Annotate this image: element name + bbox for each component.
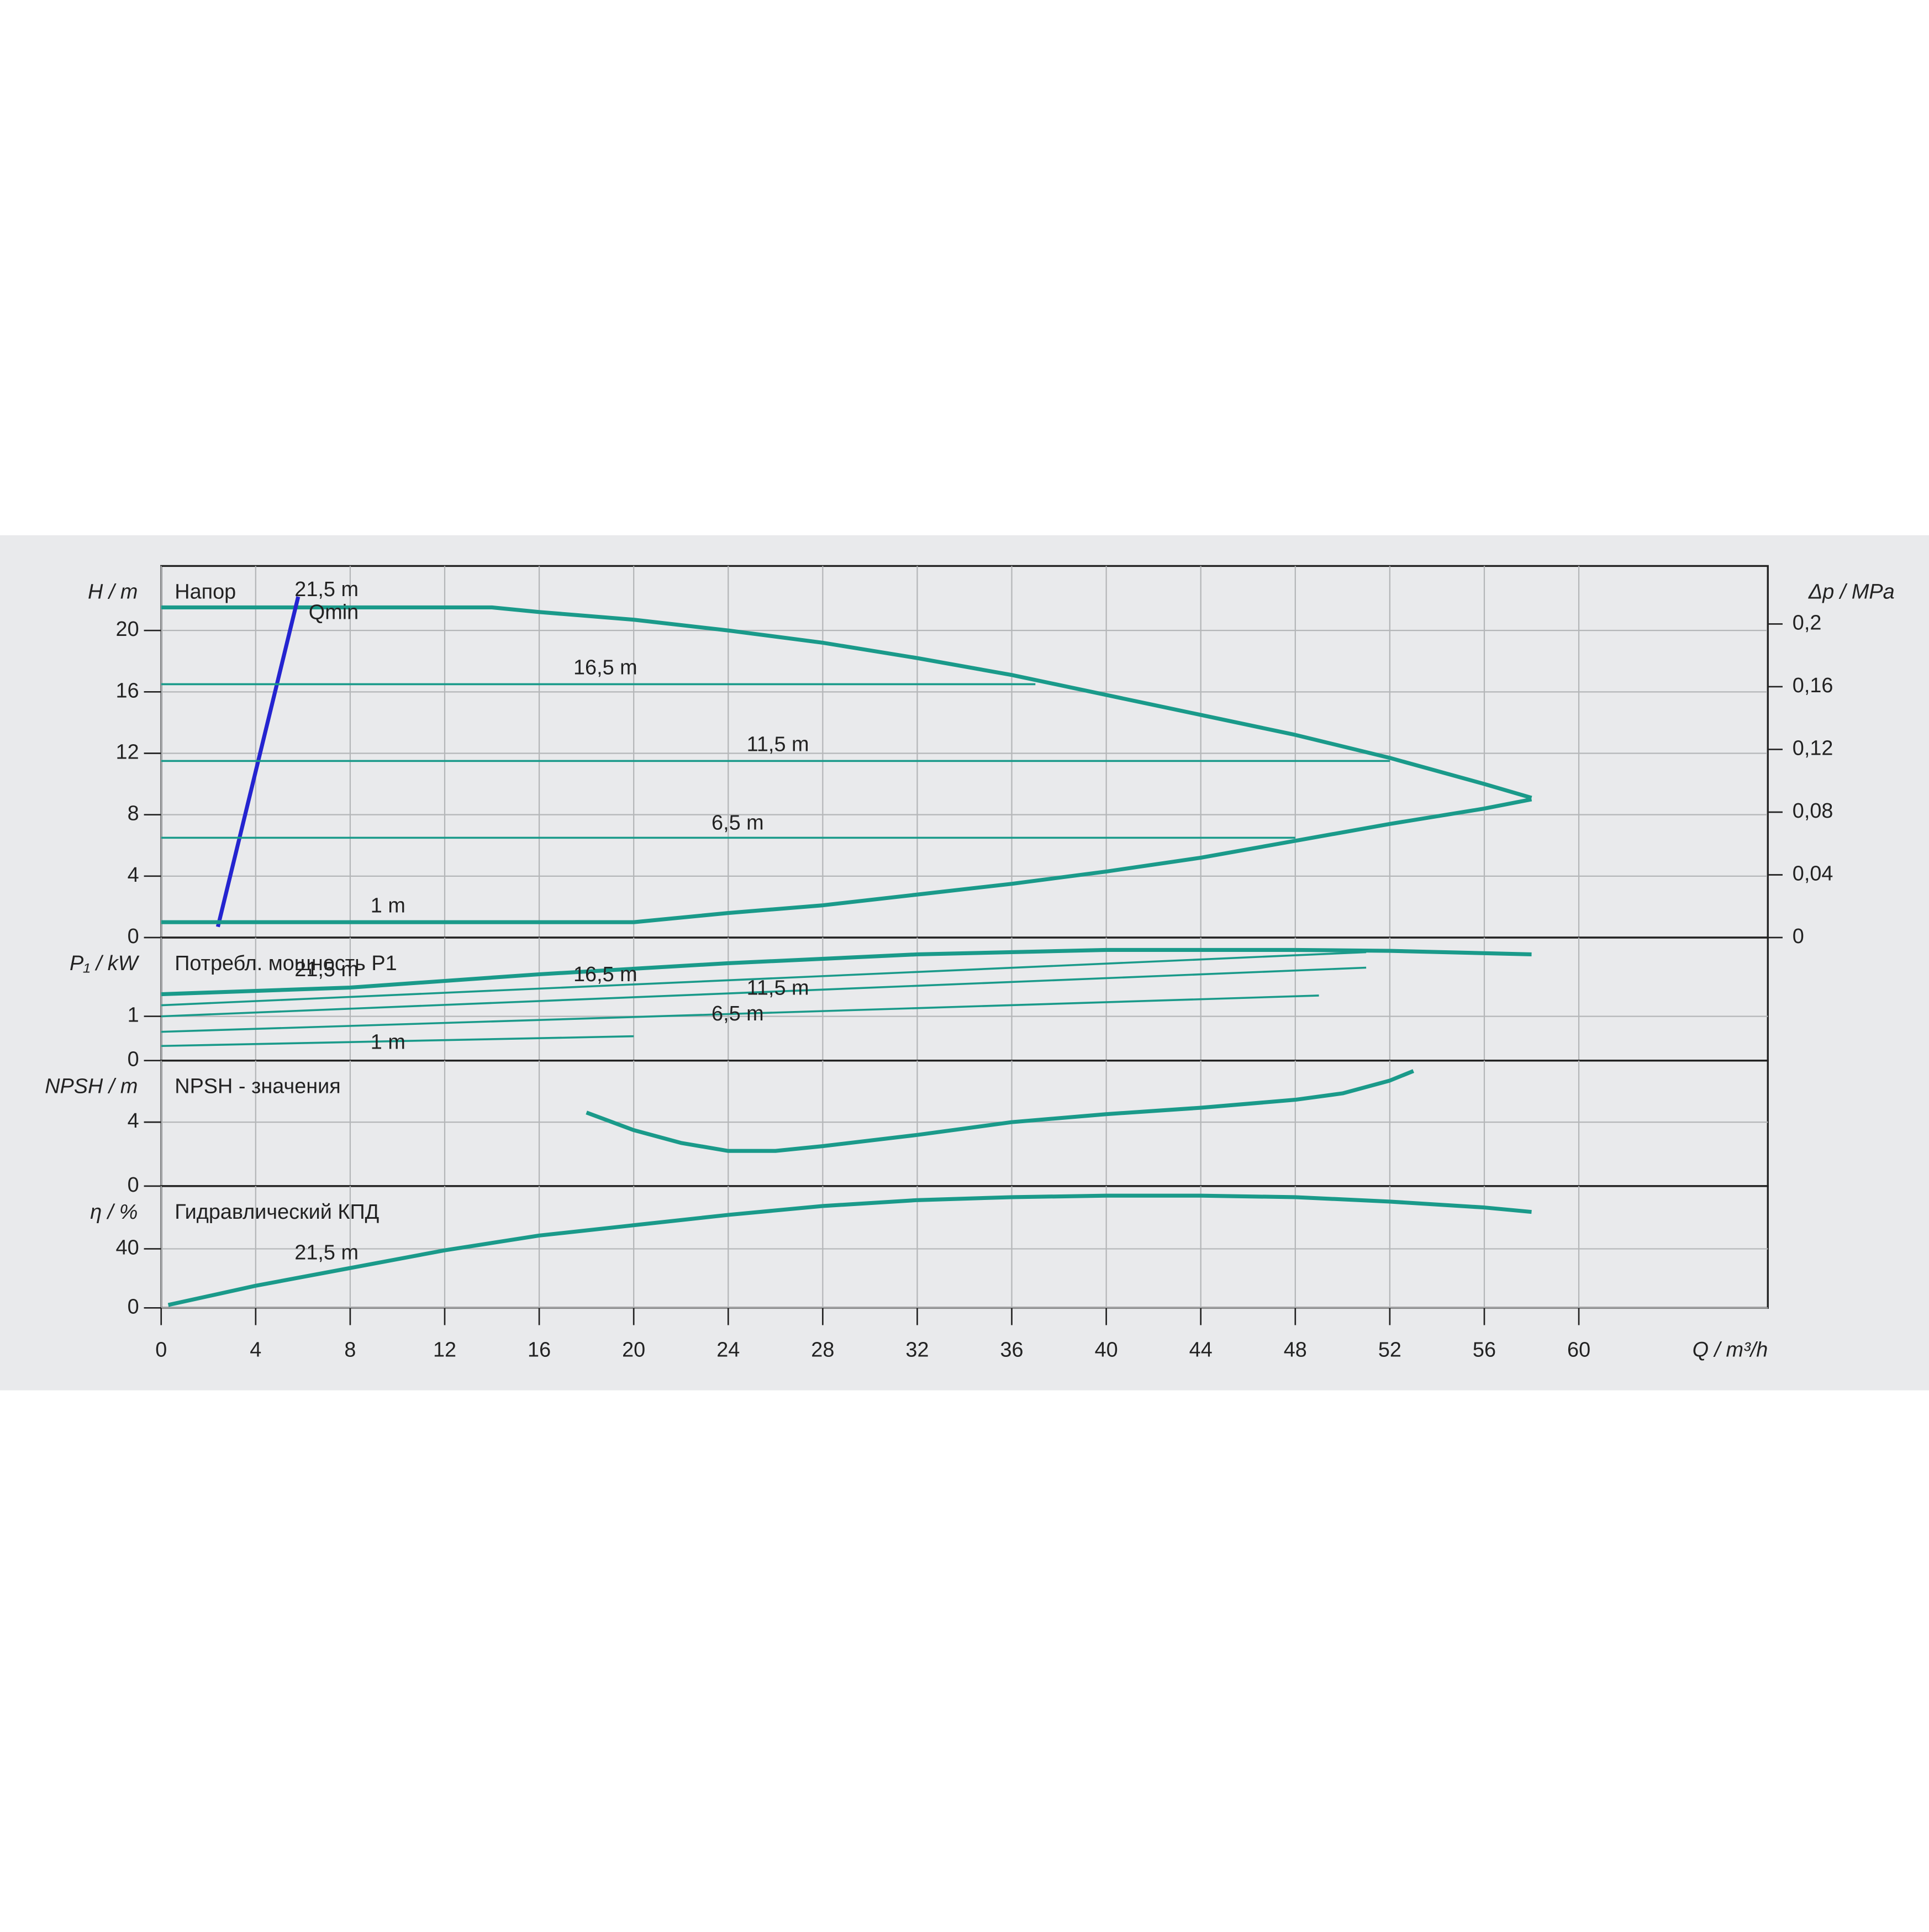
y-tick-label: 4 — [128, 1109, 139, 1133]
y-tick-label: 0 — [128, 1295, 139, 1318]
x-tick-label: 36 — [1000, 1338, 1023, 1361]
y-tick-label: 40 — [116, 1236, 139, 1259]
curve — [161, 605, 1532, 800]
curve — [161, 947, 1532, 997]
y-tick-label: 12 — [116, 741, 139, 764]
y2-tick-label: 0,16 — [1793, 674, 1833, 697]
curve — [161, 966, 1367, 1018]
y-tick-label: 0 — [128, 1173, 139, 1197]
curve-label: 16,5 m — [573, 963, 637, 986]
x-tick-label: 4 — [250, 1338, 261, 1361]
curve-label: 11,5 m — [747, 733, 809, 756]
curve — [161, 1035, 634, 1047]
x-tick-label: 16 — [528, 1338, 551, 1361]
y-tick-label: 20 — [116, 618, 139, 641]
y-tick-label: 4 — [128, 864, 139, 887]
y2-axis-label: Δp / MPa — [1808, 580, 1895, 603]
curve-label: Qmin — [309, 601, 359, 624]
curve-label: 21,5 m — [294, 1241, 359, 1264]
y2-tick-label: 0 — [1793, 925, 1804, 948]
y-axis-label: H / m — [88, 580, 138, 603]
y2-tick-label: 0,08 — [1793, 799, 1833, 823]
curve-label: 16,5 m — [573, 656, 637, 680]
panel-title: Напор — [175, 580, 236, 603]
y-tick-label: 16 — [116, 679, 139, 702]
panel-title: NPSH - значения — [175, 1075, 341, 1098]
curve-label: 6,5 m — [711, 1002, 764, 1025]
x-tick-label: 12 — [433, 1338, 456, 1361]
y-tick-label: 0 — [128, 925, 139, 948]
curve-label: 21,5 m — [294, 578, 359, 601]
x-tick-label: 44 — [1189, 1338, 1213, 1361]
x-tick-label: 8 — [344, 1338, 356, 1361]
y2-tick-label: 0,2 — [1793, 611, 1822, 634]
curve-label: 21,5 m — [294, 958, 359, 981]
x-tick-label: 40 — [1095, 1338, 1118, 1361]
x-tick-label: 60 — [1567, 1338, 1590, 1361]
curve — [161, 994, 1319, 1033]
y-tick-label: 0 — [128, 1048, 139, 1071]
panel-title: Гидравлический КПД — [175, 1201, 379, 1224]
panel-title: Потребл. мощность P1 — [175, 952, 397, 975]
background-band — [0, 535, 1929, 1391]
curve-label: 1 m — [371, 1030, 405, 1054]
y-tick-label: 8 — [128, 802, 139, 825]
curve-label: 11,5 m — [747, 977, 809, 1000]
x-tick-label: 0 — [155, 1338, 167, 1361]
curve — [161, 951, 1367, 1007]
y2-tick-label: 0,04 — [1793, 862, 1833, 885]
y-tick-label: 1 — [128, 1004, 139, 1027]
x-tick-label: 20 — [622, 1338, 645, 1361]
curve-label: 6,5 m — [711, 811, 764, 834]
x-tick-label: 24 — [716, 1338, 740, 1361]
curve-label: 1 m — [371, 894, 405, 917]
x-tick-label: 56 — [1473, 1338, 1496, 1361]
y2-tick-label: 0,12 — [1793, 736, 1833, 760]
curve — [161, 797, 1532, 924]
x-tick-label: 48 — [1284, 1338, 1307, 1361]
x-tick-label: 28 — [811, 1338, 834, 1361]
y-axis-label: NPSH / m — [45, 1075, 138, 1098]
y-axis-label: P₁ / kW — [70, 952, 140, 975]
y-axis-label: η / % — [90, 1201, 138, 1224]
x-tick-label: 32 — [905, 1338, 929, 1361]
curve — [586, 1069, 1415, 1153]
curve — [167, 1193, 1532, 1307]
x-axis-label: Q / m³/h — [1693, 1338, 1768, 1361]
x-tick-label: 52 — [1378, 1338, 1401, 1361]
